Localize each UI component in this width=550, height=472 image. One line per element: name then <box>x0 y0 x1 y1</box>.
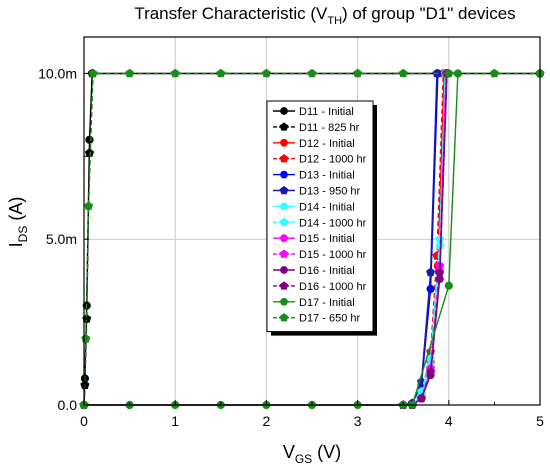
x-axis-label-tail: (V) <box>312 442 341 462</box>
data-point <box>398 68 408 78</box>
legend-marker <box>280 107 288 115</box>
legend-item: D13 - 950 hr <box>273 186 360 198</box>
y-tick-label: 10.0m <box>38 65 77 81</box>
legend-label: D14 - 1000 hr <box>299 217 367 229</box>
x-tick-label: 3 <box>354 413 362 429</box>
legend-label: D17 - Initial <box>299 297 355 309</box>
legend-label: D17 - 650 hr <box>299 313 360 325</box>
legend-item: D16 - Initial <box>273 265 355 277</box>
svg-text:VGS (V): VGS (V) <box>283 442 341 466</box>
legend-label: D12 - 1000 hr <box>299 154 367 166</box>
legend-marker <box>280 234 288 243</box>
legend-item: D15 - 1000 hr <box>273 249 367 261</box>
data-point <box>125 68 135 78</box>
legend-marker <box>279 313 289 322</box>
legend-marker <box>279 249 289 258</box>
legend: D11 - Initial D11 - 825 hr D12 - Initial D1… <box>266 100 377 336</box>
chart-title-subscript: TH <box>327 15 342 27</box>
data-point <box>170 68 180 78</box>
legend-item: D11 - 825 hr <box>273 122 360 134</box>
legend-marker <box>280 297 288 306</box>
legend-item: D14 - Initial <box>273 201 355 213</box>
x-tick-label: 0 <box>80 413 88 429</box>
x-axis-label-main: V <box>283 442 295 462</box>
legend-marker <box>279 281 289 290</box>
legend-marker <box>279 154 289 163</box>
x-axis-label-subscript: GS <box>295 452 312 466</box>
legend-item: D17 - Initial <box>273 297 355 309</box>
x-tick-label: 4 <box>445 413 453 429</box>
legend-label: D15 - Initial <box>299 233 355 245</box>
data-point <box>489 68 499 78</box>
legend-label: D16 - Initial <box>299 265 355 277</box>
legend-label: D16 - 1000 hr <box>299 281 367 293</box>
data-point <box>426 284 435 294</box>
data-point <box>81 333 91 343</box>
legend-label: D11 - 825 hr <box>299 122 360 134</box>
legend-marker <box>280 202 288 211</box>
legend-label: D13 - 950 hr <box>299 186 360 198</box>
data-point <box>261 68 271 78</box>
y-axis-label: IDS (A) <box>6 197 30 248</box>
data-point <box>444 281 453 290</box>
series-line <box>83 72 540 406</box>
legend-marker <box>279 122 289 131</box>
data-point <box>435 234 445 244</box>
axis-ticks: 0 1 2 3 4 5 0.0 5.0m 10.0m <box>38 65 544 429</box>
data-point <box>444 68 454 78</box>
data-point <box>416 393 426 403</box>
legend-marker <box>280 138 288 147</box>
legend-label: D15 - 1000 hr <box>299 249 367 261</box>
data-point <box>84 201 94 210</box>
legend-item: D14 - 1000 hr <box>273 217 367 229</box>
x-tick-label: 2 <box>263 413 271 429</box>
legend-marker <box>280 170 288 179</box>
data-point <box>307 68 317 78</box>
legend-label: D11 - Initial <box>299 106 354 118</box>
data-point <box>84 148 95 157</box>
data-point <box>353 68 363 78</box>
data-point <box>88 68 98 78</box>
x-tick-label: 1 <box>171 413 179 429</box>
legend-label: D12 - Initial <box>299 138 355 150</box>
y-axis-label-main: I <box>6 242 26 247</box>
data-point <box>435 267 445 277</box>
series-14 <box>79 68 545 409</box>
svg-text:Transfer Characteristic (VTH): Transfer Characteristic (VTH) of group "… <box>134 4 515 27</box>
data-point <box>216 68 226 78</box>
x-tick-label: 5 <box>536 413 544 429</box>
legend-label: D13 - Initial <box>299 170 355 182</box>
legend-item: D13 - Initial <box>273 170 355 182</box>
legend-item: D16 - 1000 hr <box>273 281 367 293</box>
svg-text:IDS (A): IDS (A) <box>6 197 30 248</box>
chart-title-tail: ) of group "D1" devices <box>342 4 516 23</box>
legend-marker <box>279 185 289 195</box>
legend-item: D12 - 1000 hr <box>273 154 367 166</box>
legend-item: D11 - Initial <box>273 106 354 118</box>
x-axis-label: VGS (V) <box>283 442 341 466</box>
legend-item: D12 - Initial <box>273 138 355 150</box>
y-axis-label-tail: (A) <box>6 197 26 226</box>
y-tick-label: 0.0 <box>58 397 78 413</box>
y-axis-label-subscript: DS <box>16 226 30 243</box>
data-point <box>426 267 436 277</box>
legend-marker <box>280 266 288 274</box>
data-point <box>426 367 436 376</box>
chart-title-main: Transfer Characteristic (V <box>134 4 328 23</box>
legend-marker <box>279 217 289 226</box>
legend-item: D15 - Initial <box>273 233 355 245</box>
y-tick-label: 5.0m <box>46 231 77 247</box>
legend-label: D14 - Initial <box>299 201 355 213</box>
legend-item: D17 - 650 hr <box>273 313 360 325</box>
chart-title: Transfer Characteristic (VTH) of group "… <box>134 4 515 27</box>
